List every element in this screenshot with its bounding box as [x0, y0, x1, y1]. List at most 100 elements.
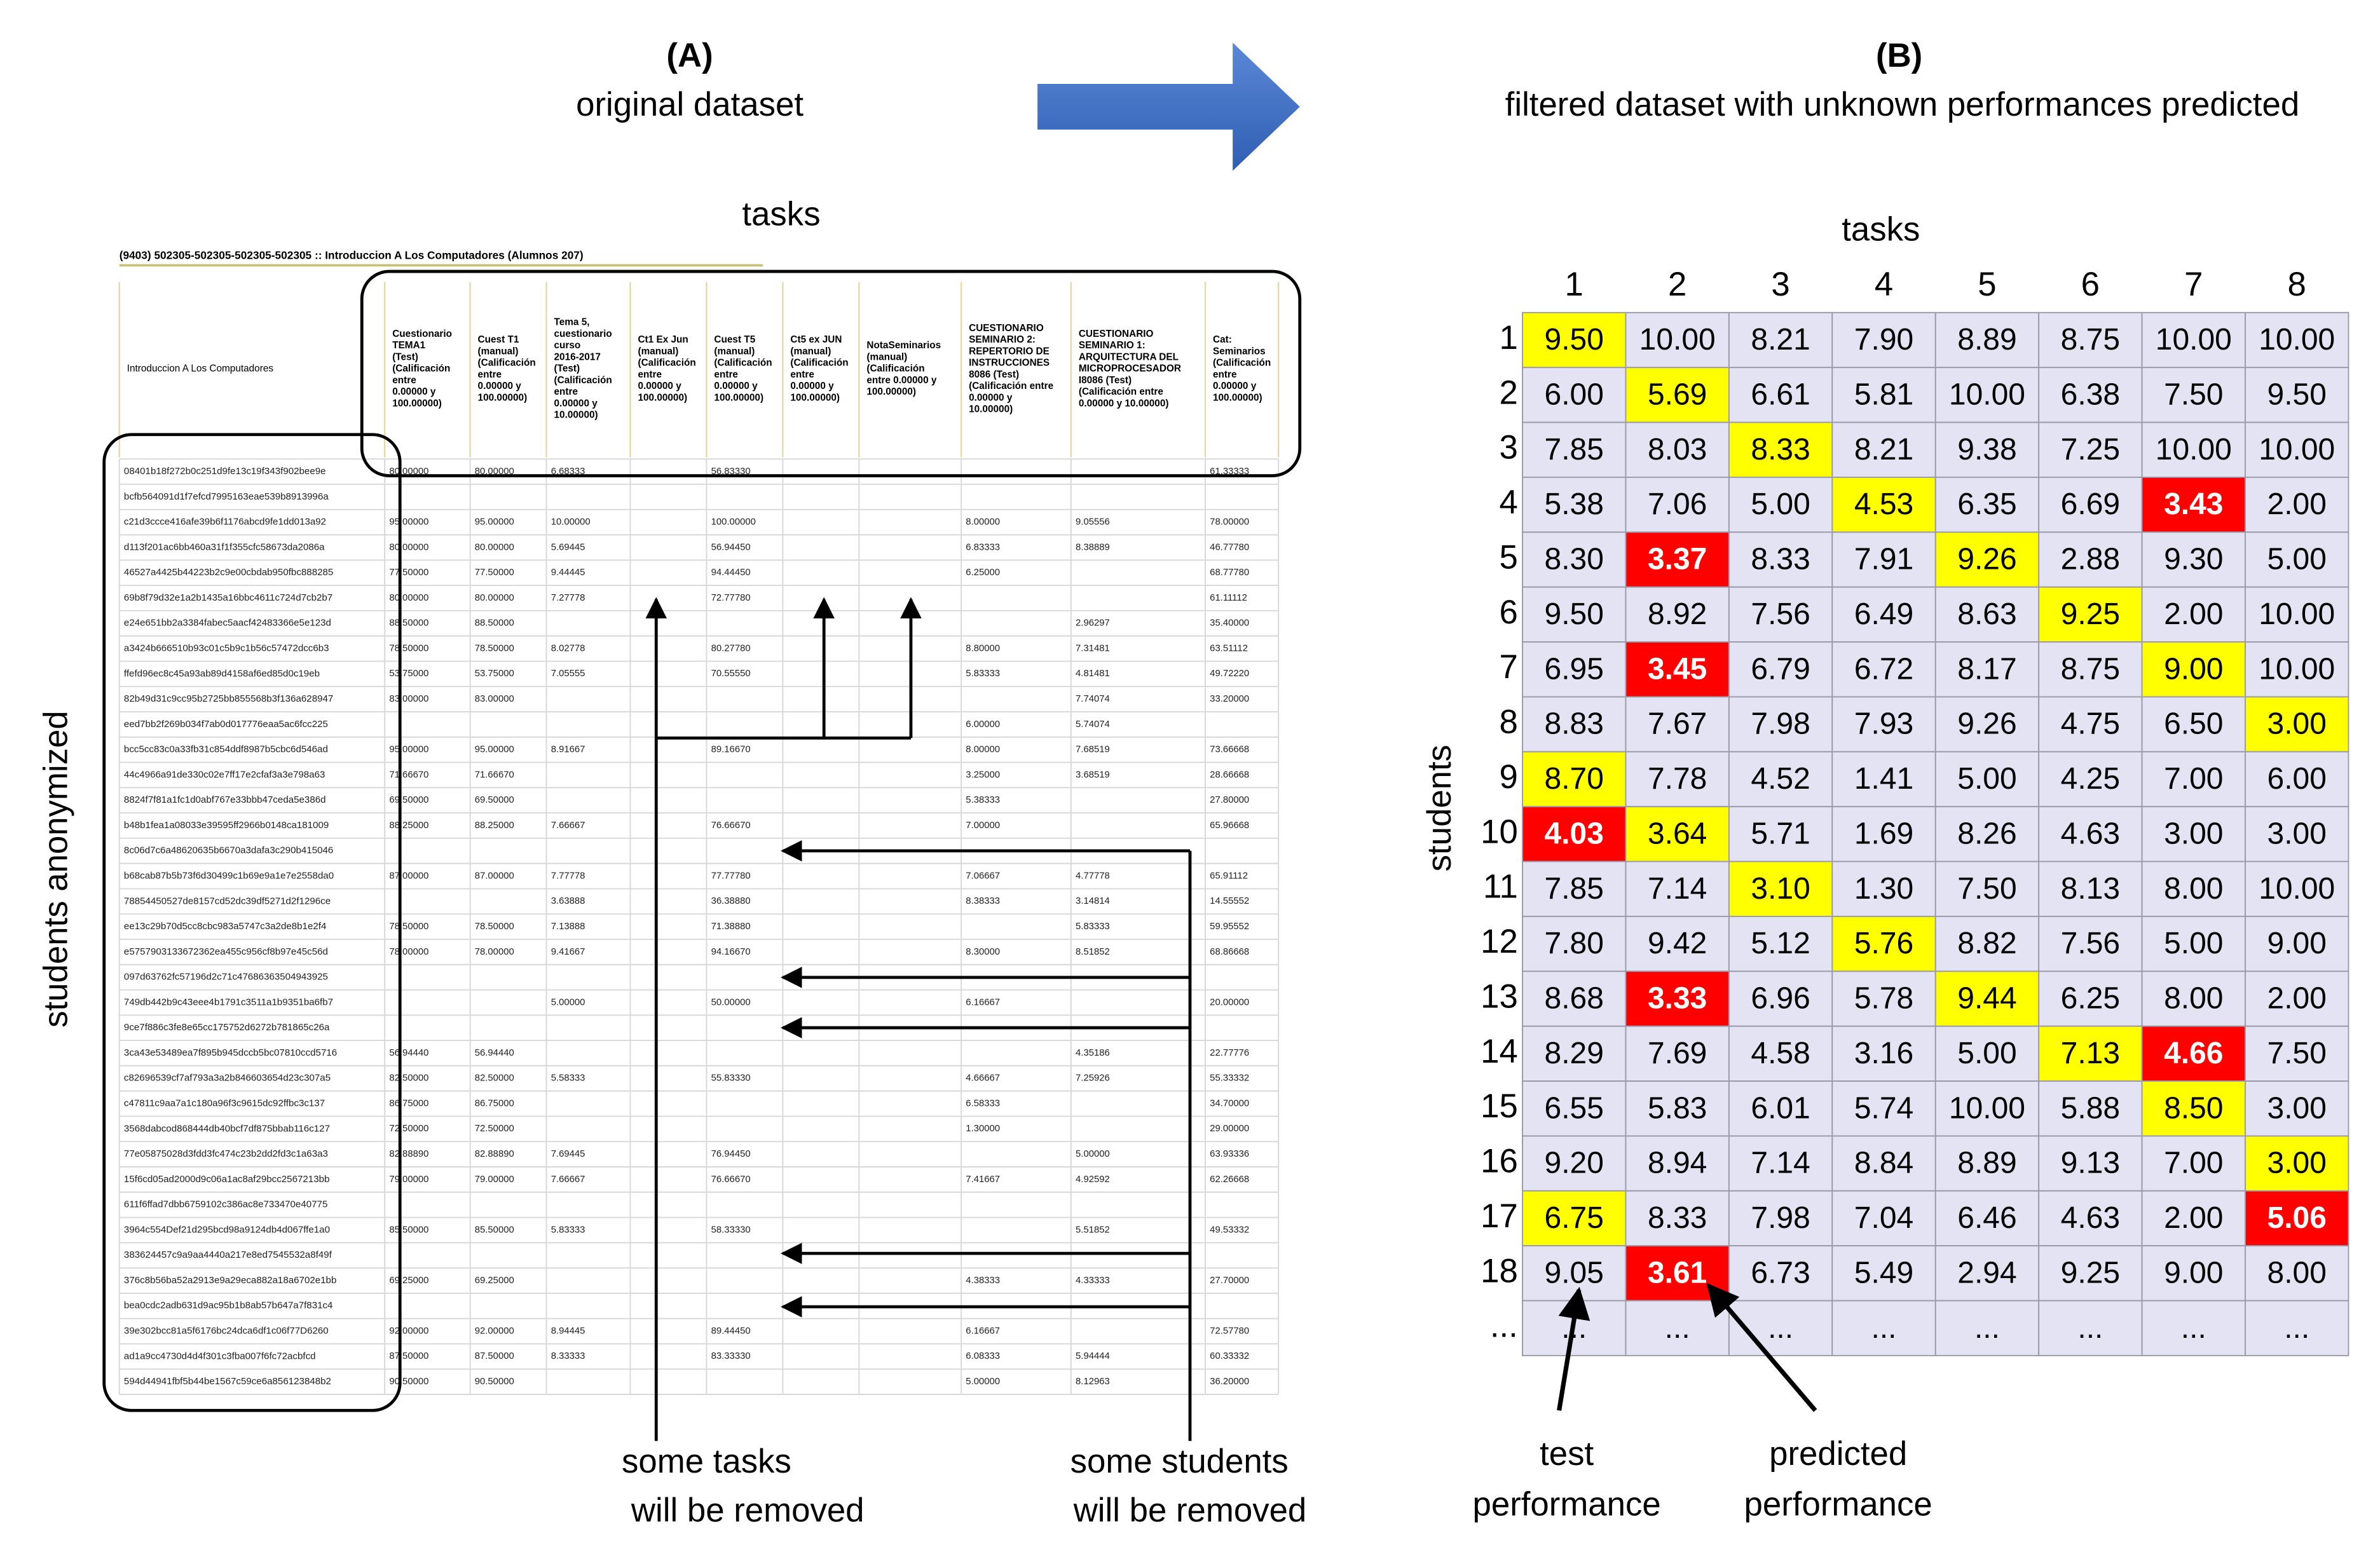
cell-value: 8.89 [1957, 323, 2016, 357]
cell-value: 4.66 [2164, 1037, 2223, 1070]
cell-value: 4.03 [1545, 817, 1604, 850]
cell-value: 5.00 [2164, 927, 2223, 960]
students-note: students anonymized [38, 711, 75, 1028]
student-id: 77e05875028d3fdd3fc474c23b2dd2fd3c1a63a3 [124, 1148, 328, 1159]
student-id: eed7bb2f269b034f7ab0d017776eaa5ac6fcc225 [124, 719, 328, 730]
cell-value: 7.69 [1648, 1037, 1707, 1070]
cell-value: 3.33 [1648, 982, 1707, 1016]
row-label: 10 [1481, 813, 1518, 850]
cell [1831, 970, 1936, 1027]
score: 94.44450 [711, 568, 751, 578]
column-header: (Calificación [554, 375, 612, 386]
score: 82.50000 [389, 1073, 428, 1084]
column-header: (manual) [714, 346, 755, 357]
score: 78.00000 [475, 947, 514, 957]
score: 8.91667 [551, 745, 585, 755]
cell-value: 7.25 [2061, 433, 2120, 466]
score: 88.25000 [389, 820, 428, 831]
score: 5.51852 [1076, 1225, 1110, 1235]
cell [2038, 806, 2143, 862]
student-id: 3ca43e53489ea7f895b945dccb5bc07810ccd571… [124, 1047, 337, 1058]
column-header: 0.00000 y [969, 392, 1013, 403]
cell-value: 6.69 [2061, 487, 2120, 521]
cell-value: 10.00 [2259, 652, 2335, 686]
cell [1522, 1080, 1627, 1137]
column-header: (Test) [554, 364, 580, 374]
cell [2141, 1080, 2246, 1137]
cell-value: 7.67 [1648, 707, 1707, 741]
score: 90.50000 [475, 1377, 514, 1387]
cell-value: 1.69 [1854, 817, 1913, 850]
student-id: c82696539cf7af793a3a2b846603654d23c307a5 [124, 1073, 331, 1084]
score: 69.50000 [475, 795, 514, 805]
score: 86.75000 [475, 1098, 514, 1108]
score: 6.68333 [551, 466, 585, 477]
student-id: 3568dabcod868444db40bcf7df875bbab116c127 [124, 1123, 330, 1134]
cell-value: 6.55 [1545, 1091, 1604, 1125]
cell [1728, 915, 1833, 972]
column-header: (manual) [790, 346, 831, 357]
student-id: bea0cdc2adb631d9ac95b1b8ab57b647a7f831c4 [124, 1300, 333, 1311]
cell [1934, 586, 2040, 643]
cell-value: 9.26 [1957, 543, 2016, 576]
cell [2245, 476, 2349, 533]
cell-value: 3.00 [2267, 1147, 2327, 1180]
cell-value: 5.49 [1854, 1256, 1913, 1290]
score: 29.00000 [1210, 1124, 1249, 1134]
cell [1522, 915, 1627, 972]
cell-value: 10.00 [2259, 323, 2335, 357]
cell-value: 5.83 [1648, 1091, 1707, 1125]
cell [1625, 751, 1730, 808]
score: 49.53332 [1210, 1225, 1249, 1235]
cell [1625, 1135, 1730, 1192]
student-id: a3424b666510b93c01c5b9c1b56c57472dcc6b3 [124, 643, 329, 653]
column-header: INSTRUCCIONES [969, 358, 1050, 369]
cell-value: 10.00 [1639, 323, 1716, 357]
cell [1934, 1025, 2040, 1082]
column-header: 100.00000) [866, 386, 916, 397]
score: 63.93336 [1210, 1149, 1249, 1159]
score: 3.25000 [966, 770, 1000, 780]
score: 58.33330 [711, 1225, 751, 1235]
cell-value: 8.03 [1648, 433, 1707, 466]
column-header: Seminarios [1213, 346, 1266, 357]
cell [1728, 641, 1833, 698]
cell-value: 5.00 [2267, 543, 2327, 576]
column-header: 2016-2017 [554, 351, 601, 362]
cell-value: 8.94 [1648, 1147, 1707, 1180]
row-label: 17 [1481, 1197, 1518, 1235]
row-label: 1 [1499, 319, 1517, 357]
cell-value: 8.13 [2061, 872, 2120, 906]
score: 71.38880 [711, 922, 751, 932]
cell [1522, 1135, 1627, 1192]
score: 60.33332 [1210, 1351, 1249, 1361]
notes: some tasks will be removed some students… [622, 1435, 1932, 1529]
column-header: Cuest T1 [478, 334, 519, 345]
cell [2141, 1300, 2246, 1356]
cell-value: 8.00 [2164, 982, 2223, 1016]
score: 87.00000 [389, 871, 428, 881]
cell-value: 8.33 [1751, 433, 1810, 466]
cell [1625, 1080, 1730, 1137]
row-label: 18 [1481, 1252, 1518, 1290]
cell-value: ... [2181, 1311, 2206, 1345]
cell-value: 9.26 [1957, 707, 2016, 741]
row-label: 14 [1481, 1033, 1518, 1070]
note-line: will be removed [1073, 1492, 1307, 1529]
cell-value: 6.49 [1854, 597, 1913, 631]
score: 71.66670 [475, 770, 514, 780]
row-label: 7 [1499, 648, 1517, 686]
cell-value: 7.80 [1545, 927, 1604, 960]
cell-value: 10.00 [2259, 433, 2335, 466]
cell-value: 6.75 [1545, 1201, 1604, 1235]
cell-value: 8.50 [2164, 1091, 2223, 1125]
cell-value: 3.10 [1751, 872, 1810, 906]
score: 5.00000 [551, 997, 585, 1007]
cell-value: 5.69 [1648, 378, 1707, 411]
score: 7.27778 [551, 593, 585, 603]
column-header: 8086 (Test) [969, 369, 1019, 380]
cell-value: 8.82 [1957, 927, 2016, 960]
student-id: c47811c9aa7a1c180a96f3c9615dc92ffbc3c137 [124, 1098, 325, 1109]
score: 3.68519 [1076, 770, 1110, 780]
score: 7.31481 [1076, 643, 1110, 653]
